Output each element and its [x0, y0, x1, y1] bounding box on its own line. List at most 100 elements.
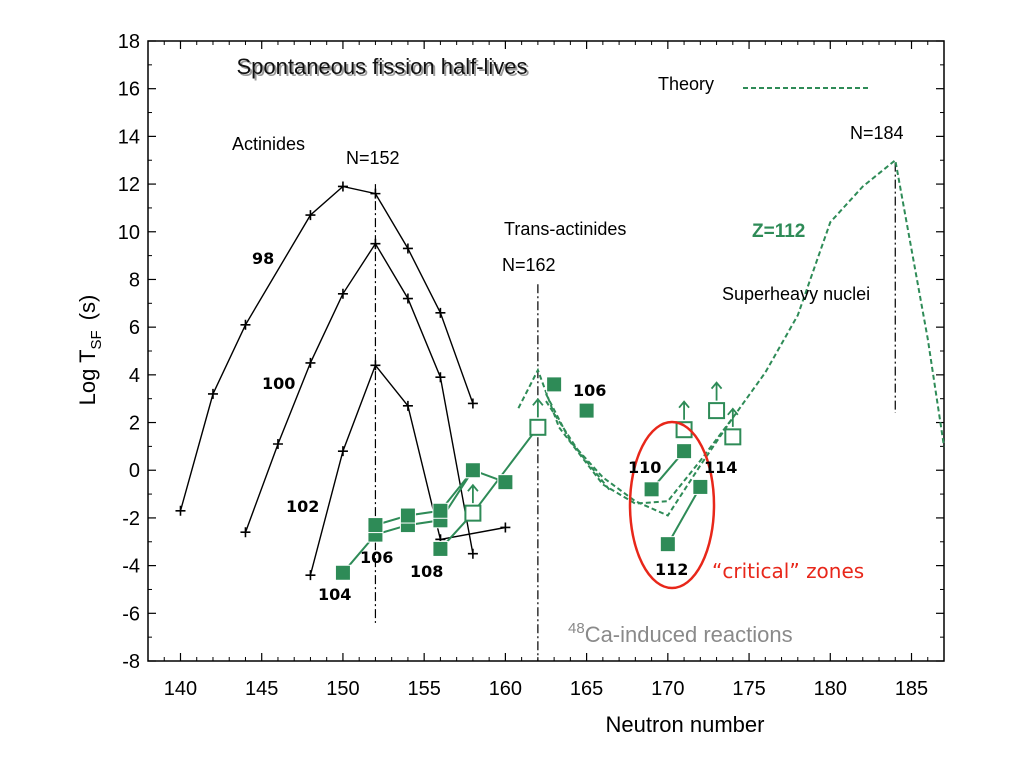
- element-label-102: 102: [286, 497, 319, 516]
- lower-limit-arrows: [467, 381, 739, 504]
- actinide-point: [500, 522, 511, 533]
- y-tick-label: -2: [122, 508, 140, 530]
- legend-label: Theory: [658, 74, 714, 94]
- superheavy-point-filled: [676, 443, 693, 460]
- superheavy-point-filled: [643, 481, 660, 498]
- superheavy-point: [497, 474, 514, 491]
- superheavy-curves: [342, 426, 702, 574]
- actinide-point: [305, 357, 316, 368]
- lower-limit-arrow: [467, 483, 479, 504]
- element-label-98: 98: [252, 249, 274, 268]
- y-tick-label: 14: [118, 126, 140, 148]
- actinide-point: [435, 372, 446, 383]
- actinide-point: [337, 288, 348, 299]
- superheavy-points: [334, 376, 742, 581]
- superheavy-point-filled: [546, 376, 563, 393]
- x-tick-label: 185: [895, 678, 928, 700]
- superheavy-point-filled: [578, 402, 595, 419]
- superheavy-point-open: [708, 402, 726, 420]
- x-tick-label: 165: [570, 678, 603, 700]
- y-tick-label: 16: [118, 79, 140, 101]
- actinide-line: [244, 242, 474, 554]
- element-label-106-a: 106: [360, 548, 393, 567]
- y-tick-label: -6: [122, 603, 140, 625]
- y-tick-label: 8: [129, 269, 140, 291]
- lower-limit-arrow: [532, 397, 544, 418]
- actinide-point: [402, 243, 413, 254]
- superheavy-point-open: [724, 428, 742, 446]
- y-axis-title: Log TSF (s): [75, 295, 105, 406]
- superheavy-point-filled: [659, 536, 676, 553]
- y-tick-label: 2: [129, 413, 140, 435]
- element-label-104: 104: [318, 585, 351, 604]
- z112-label: Z=112: [752, 221, 805, 242]
- y-tick-label: 18: [118, 31, 140, 53]
- y-tick-label: -4: [122, 556, 140, 578]
- actinide-point: [467, 398, 478, 409]
- element-label-114: 114: [704, 458, 737, 477]
- shell-label-n184: N=184: [850, 123, 904, 143]
- lower-limit-arrow: [710, 381, 723, 401]
- chart-title: Spontaneous fission half-lives: [236, 54, 527, 79]
- critical-zones-label: “critical” zones: [712, 559, 864, 583]
- element-label-112: 112: [655, 560, 688, 579]
- theory-curves: [517, 158, 945, 517]
- theory-line: [545, 400, 612, 493]
- region-label-actinides: Actinides: [232, 134, 305, 154]
- actinide-point: [467, 548, 478, 559]
- superheavy-point: [334, 564, 351, 581]
- x-tick-label: 150: [326, 678, 359, 700]
- lower-limit-arrow: [678, 400, 690, 420]
- superheavy-point: [399, 507, 416, 524]
- superheavy-point-filled: [692, 478, 709, 495]
- x-tick-label: 175: [732, 678, 765, 700]
- y-axis-title-sub: SF: [88, 330, 105, 349]
- superheavy-line: [375, 469, 474, 527]
- reaction-label: 48Ca-induced reactions: [568, 620, 793, 647]
- element-label-100: 100: [262, 374, 295, 393]
- lower-limit-arrow: [727, 407, 739, 427]
- element-label-110: 110: [628, 458, 661, 477]
- superheavy-point-open: [464, 504, 482, 522]
- y-axis-title-unit: (s): [75, 295, 100, 321]
- critical-line: [666, 486, 702, 545]
- y-tick-label: 12: [118, 174, 140, 196]
- y-tick-labels: -8 -6 -4 -2 0 2 4 6 8 10 12 14 16 18: [118, 31, 140, 673]
- critical-zone-ellipse: [628, 420, 716, 590]
- actinide-point: [435, 307, 446, 318]
- actinide-point: [337, 446, 348, 457]
- reaction-mass: 48: [568, 620, 585, 637]
- actinide-point: [370, 188, 381, 199]
- element-label-106-b: 106: [573, 381, 606, 400]
- superheavy-point: [432, 540, 449, 557]
- actinide-point: [305, 210, 316, 221]
- actinide-point: [272, 439, 283, 449]
- actinide-point: [240, 527, 251, 538]
- y-tick-label: -8: [122, 651, 140, 673]
- y-axis-title-main: Log T: [75, 349, 100, 405]
- x-tick-label: 145: [245, 678, 278, 700]
- shell-label-n152: N=152: [346, 148, 400, 168]
- y-tick-label: 4: [129, 365, 140, 387]
- shell-closure-lines: [374, 162, 896, 661]
- x-tick-label: 140: [164, 678, 197, 700]
- theory-line: [517, 158, 945, 505]
- superheavy-point: [432, 502, 449, 519]
- superheavy-point: [367, 517, 384, 534]
- actinide-point: [175, 505, 186, 516]
- actinide-curves: [175, 181, 511, 581]
- superheavy-point: [464, 462, 481, 479]
- tick-marks: [147, 40, 945, 662]
- superheavy-point-open: [529, 418, 547, 436]
- reaction-text: Ca-induced reactions: [585, 622, 793, 647]
- x-tick-labels: 140 145 150 155 160 165 170 175 180 185: [164, 678, 928, 700]
- x-axis-title: Neutron number: [606, 712, 765, 737]
- x-tick-label: 170: [651, 678, 684, 700]
- x-tick-label: 180: [814, 678, 847, 700]
- y-tick-label: 10: [118, 222, 140, 244]
- actinide-point: [305, 570, 316, 581]
- y-tick-label: 0: [129, 460, 140, 482]
- actinide-point: [207, 388, 218, 399]
- y-tick-label: 6: [129, 317, 140, 339]
- region-label-superheavy: Superheavy nuclei: [722, 284, 870, 304]
